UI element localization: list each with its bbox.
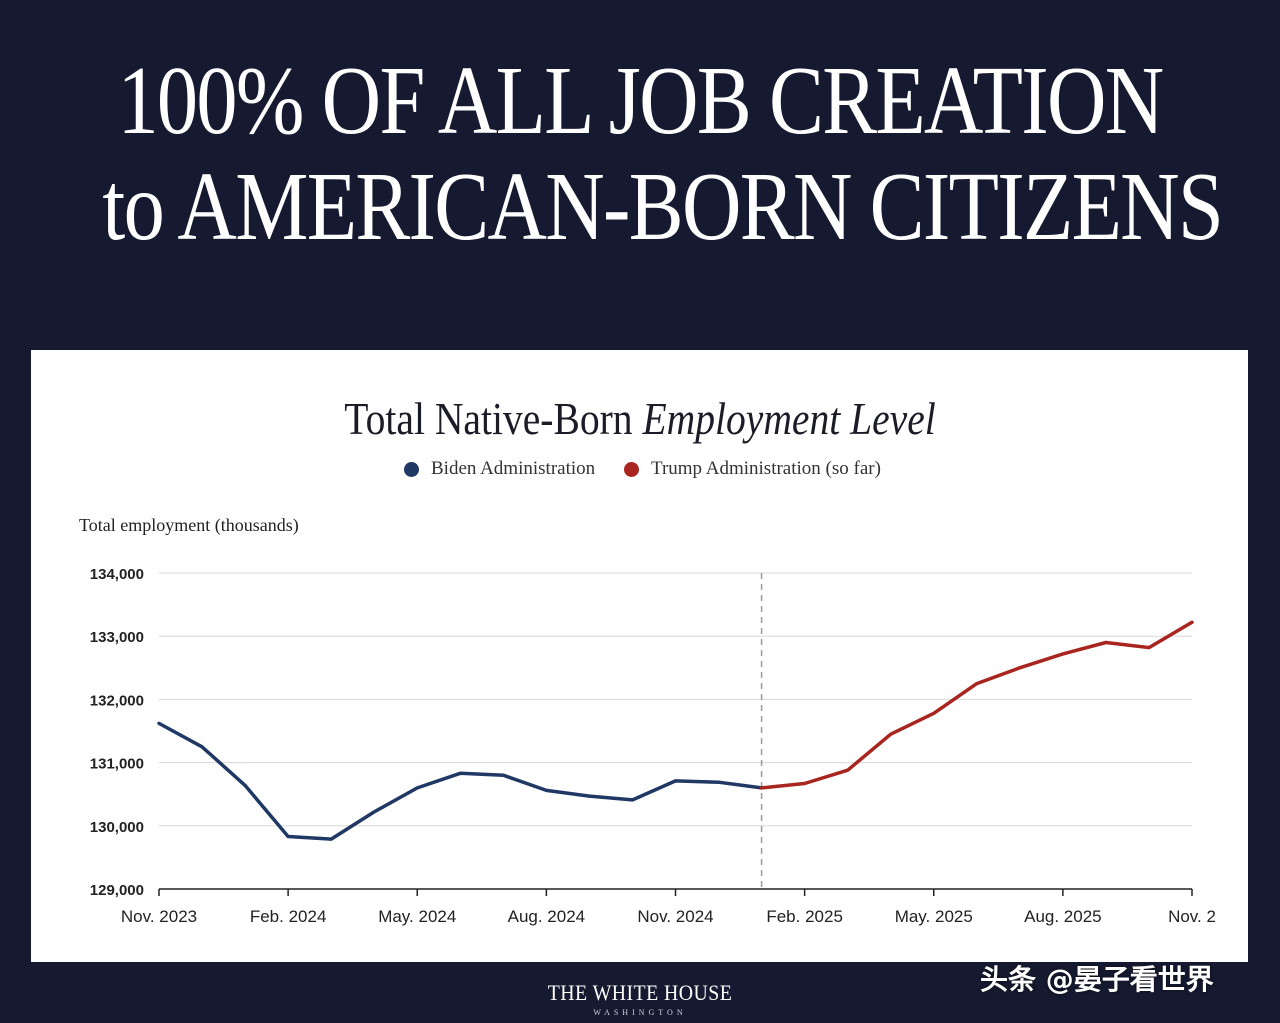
y-axis-label: Total employment (thousands) bbox=[79, 515, 299, 535]
x-tick-label: Nov. 2023 bbox=[121, 907, 197, 926]
white-house-logo: THE WHITE HOUSE WASHINGTON bbox=[0, 980, 1280, 1017]
footer-logo-text: THE WHITE HOUSE bbox=[547, 980, 733, 1005]
y-tick-label: 132,000 bbox=[90, 692, 144, 709]
chart-title-italic: Employment Level bbox=[642, 393, 936, 444]
y-tick-label: 133,000 bbox=[90, 629, 144, 646]
watermark: 头条 @晏子看世界 bbox=[980, 963, 1214, 996]
y-tick-label: 131,000 bbox=[90, 756, 144, 773]
legend-label-trump: Trump Administration (so far) bbox=[651, 458, 881, 479]
legend-label-biden: Biden Administration bbox=[431, 458, 596, 479]
legend: Biden Administration Trump Administratio… bbox=[0, 458, 1280, 484]
legend-item-biden: Biden Administration bbox=[404, 458, 595, 480]
y-tick-label: 130,000 bbox=[90, 819, 144, 836]
headline-line-2: to AMERICAN-BORN CITIZENS bbox=[102, 153, 1223, 261]
x-tick-label: Feb. 2025 bbox=[766, 907, 843, 926]
y-tick-label: 134,000 bbox=[90, 566, 144, 583]
x-tick-label: Aug. 2025 bbox=[1024, 907, 1102, 926]
headline-line-1: 100% OF ALL JOB CREATION bbox=[117, 47, 1164, 155]
series-line-biden bbox=[157, 721, 764, 841]
chart-card bbox=[31, 350, 1248, 962]
x-tick-label: Feb. 2024 bbox=[250, 907, 327, 926]
legend-dot-biden-icon bbox=[404, 461, 419, 477]
footer-logo-sub: WASHINGTON bbox=[593, 1008, 687, 1017]
y-tick-label: 129,000 bbox=[90, 882, 144, 899]
series-line-trump bbox=[759, 620, 1194, 790]
x-tick-label: Nov. 2024 bbox=[637, 907, 713, 926]
chart-title: Total Native-Born Employment Level bbox=[90, 392, 1191, 445]
x-tick-label: May. 2025 bbox=[895, 907, 973, 926]
legend-item-trump: Trump Administration (so far) bbox=[624, 458, 881, 480]
legend-dot-trump-icon bbox=[624, 461, 639, 477]
x-tick-label: Aug. 2024 bbox=[508, 907, 586, 926]
x-tick-label: Nov. 2 bbox=[1168, 907, 1216, 926]
x-tick-label: May. 2024 bbox=[378, 907, 456, 926]
chart-title-regular: Total Native-Born bbox=[344, 393, 643, 444]
